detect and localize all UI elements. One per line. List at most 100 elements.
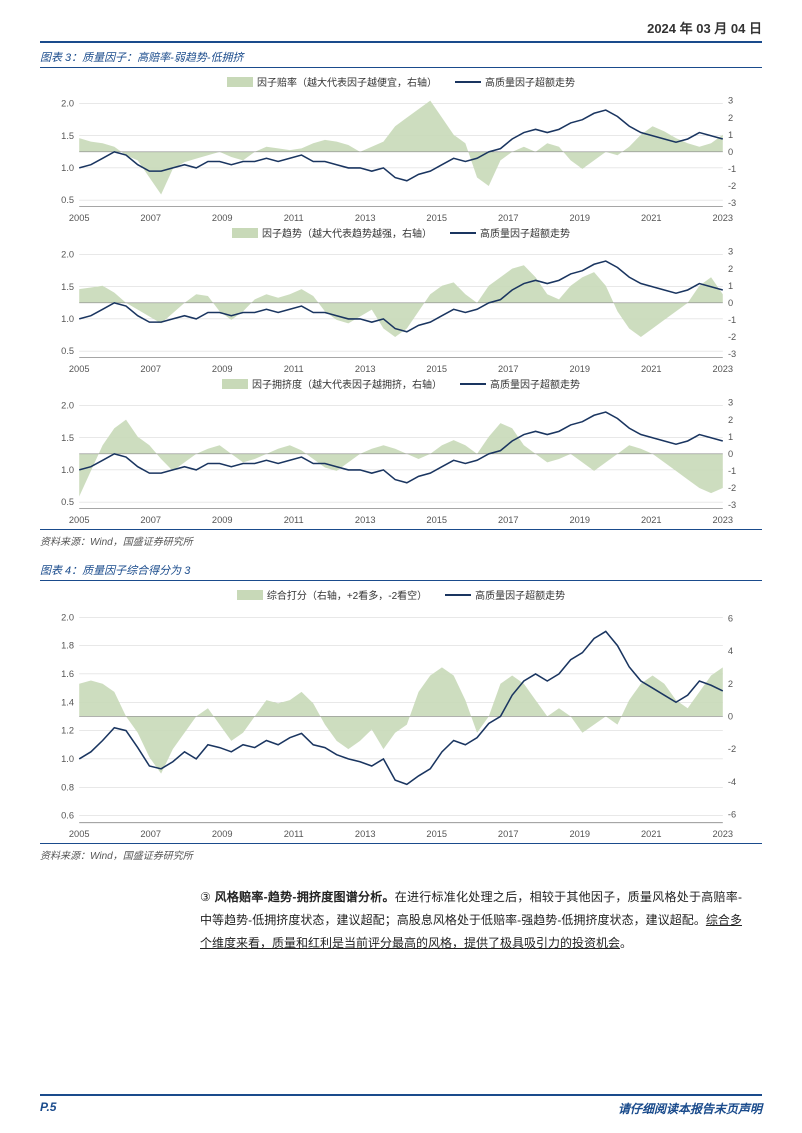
- svg-text:2023: 2023: [712, 213, 733, 223]
- svg-text:2019: 2019: [569, 829, 590, 839]
- svg-text:0.5: 0.5: [61, 195, 74, 205]
- chart-3-title: 图表 3：质量因子：高赔率-弱趋势-低拥挤: [40, 49, 244, 65]
- svg-text:0: 0: [728, 147, 733, 157]
- svg-text:2015: 2015: [426, 515, 447, 525]
- svg-text:2.0: 2.0: [61, 250, 74, 260]
- svg-text:2.0: 2.0: [61, 401, 74, 411]
- svg-text:-1: -1: [728, 466, 736, 476]
- svg-text:2023: 2023: [712, 364, 733, 374]
- svg-text:2011: 2011: [284, 515, 304, 525]
- svg-text:2011: 2011: [284, 364, 304, 374]
- svg-text:2017: 2017: [498, 829, 519, 839]
- svg-text:-3: -3: [728, 349, 736, 359]
- svg-text:2021: 2021: [641, 213, 662, 223]
- svg-text:0: 0: [728, 298, 733, 308]
- chart-3-panel-1: 0.51.01.52.0-3-2-10123200520072009201120…: [40, 242, 762, 376]
- svg-text:1.0: 1.0: [61, 465, 74, 475]
- chart-4-source: 资料来源：Wind，国盛证券研究所: [40, 847, 762, 862]
- chart-4-legend: 综合打分（右轴，+2看多，-2看空）高质量因子超额走势: [40, 587, 762, 602]
- svg-text:2011: 2011: [284, 213, 304, 223]
- header-rule: [40, 41, 762, 43]
- svg-text:1.4: 1.4: [61, 698, 74, 708]
- svg-text:0.8: 0.8: [61, 783, 74, 793]
- svg-text:6: 6: [728, 614, 733, 624]
- svg-text:-2: -2: [728, 483, 736, 493]
- chart-3-legend-1: 因子趋势（越大代表趋势越强，右轴）高质量因子超额走势: [40, 225, 762, 240]
- svg-text:2005: 2005: [69, 829, 90, 839]
- chart-4-section: 图表 4：质量因子综合得分为 3 综合打分（右轴，+2看多，-2看空）高质量因子…: [40, 562, 762, 862]
- chart-4-title: 图表 4：质量因子综合得分为 3: [40, 562, 190, 578]
- svg-text:2009: 2009: [212, 829, 233, 839]
- svg-text:2017: 2017: [498, 213, 519, 223]
- svg-text:1.2: 1.2: [61, 726, 74, 736]
- svg-text:3: 3: [728, 247, 733, 257]
- footer-disclaimer: 请仔细阅读本报告末页声明: [618, 1100, 762, 1117]
- svg-text:2015: 2015: [426, 213, 447, 223]
- svg-text:1.0: 1.0: [61, 314, 74, 324]
- para-prefix: ③: [200, 890, 215, 904]
- svg-text:1.5: 1.5: [61, 433, 74, 443]
- footer-page-num: P.5: [40, 1100, 56, 1117]
- svg-text:2015: 2015: [426, 829, 447, 839]
- svg-text:1: 1: [728, 432, 733, 442]
- svg-text:1.5: 1.5: [61, 282, 74, 292]
- svg-text:0: 0: [728, 449, 733, 459]
- chart-3-section: 图表 3：质量因子：高赔率-弱趋势-低拥挤 因子赔率（越大代表因子越便宜，右轴）…: [40, 49, 762, 548]
- svg-text:-2: -2: [728, 181, 736, 191]
- chart-3-panel-2: 0.51.01.52.0-3-2-10123200520072009201120…: [40, 393, 762, 527]
- svg-text:2005: 2005: [69, 364, 90, 374]
- svg-text:2.0: 2.0: [61, 613, 74, 623]
- svg-text:2: 2: [728, 264, 733, 274]
- svg-text:2023: 2023: [712, 829, 733, 839]
- svg-text:2011: 2011: [284, 829, 304, 839]
- svg-text:2: 2: [728, 113, 733, 123]
- para-title: 风格赔率-趋势-拥挤度图谱分析。: [215, 890, 395, 904]
- svg-text:2: 2: [728, 679, 733, 689]
- svg-text:0.5: 0.5: [61, 346, 74, 356]
- chart-3-body: 因子赔率（越大代表因子越便宜，右轴）高质量因子超额走势 0.5 1.0 1.5 2.0 -…: [40, 68, 762, 530]
- svg-text:2013: 2013: [355, 829, 376, 839]
- svg-text:1: 1: [728, 130, 733, 140]
- svg-text:-3: -3: [728, 500, 736, 510]
- svg-text:-3: -3: [728, 198, 736, 208]
- footer: P.5 请仔细阅读本报告末页声明: [40, 1094, 762, 1117]
- svg-text:2017: 2017: [498, 364, 519, 374]
- chart-3-panel-0: 0.51.01.52.0-3-2-10123200520072009201120…: [40, 91, 762, 225]
- svg-text:3: 3: [728, 398, 733, 408]
- para-text2: 。: [620, 936, 632, 950]
- page-date: 2024 年 03 月 04 日: [0, 0, 802, 41]
- chart-4-panel: 0.60.81.01.21.41.61.82.0-6-4-20246200520…: [40, 604, 762, 841]
- svg-text:-2: -2: [728, 744, 736, 754]
- svg-text:2019: 2019: [569, 213, 590, 223]
- chart-3-source: 资料来源：Wind，国盛证券研究所: [40, 533, 762, 548]
- svg-text:0.6: 0.6: [61, 811, 74, 821]
- svg-text:2021: 2021: [641, 829, 662, 839]
- svg-text:2013: 2013: [355, 213, 376, 223]
- svg-text:2019: 2019: [569, 515, 590, 525]
- svg-text:-1: -1: [728, 164, 736, 174]
- chart-3-legend-2: 因子拥挤度（越大代表因子越拥挤，右轴）高质量因子超额走势: [40, 376, 762, 391]
- svg-text:2005: 2005: [69, 515, 90, 525]
- svg-text:2013: 2013: [355, 364, 376, 374]
- analysis-paragraph: ③ 风格赔率-趋势-拥挤度图谱分析。在进行标准化处理之后，相较于其他因子，质量风…: [200, 886, 742, 954]
- chart-4-body: 综合打分（右轴，+2看多，-2看空）高质量因子超额走势0.60.81.01.21…: [40, 581, 762, 844]
- svg-text:1.5: 1.5: [61, 131, 74, 141]
- svg-text:0.5: 0.5: [61, 497, 74, 507]
- svg-text:2.0: 2.0: [61, 99, 74, 109]
- svg-text:2: 2: [728, 415, 733, 425]
- svg-text:2017: 2017: [498, 515, 519, 525]
- svg-text:2015: 2015: [426, 364, 447, 374]
- svg-text:0: 0: [728, 712, 733, 722]
- svg-text:2005: 2005: [69, 213, 90, 223]
- chart-3-legend-0: 因子赔率（越大代表因子越便宜，右轴）高质量因子超额走势: [40, 74, 762, 89]
- svg-text:-2: -2: [728, 332, 736, 342]
- svg-text:2021: 2021: [641, 364, 662, 374]
- svg-text:2009: 2009: [212, 364, 233, 374]
- svg-text:2007: 2007: [140, 213, 161, 223]
- svg-text:3: 3: [728, 96, 733, 106]
- svg-text:2021: 2021: [641, 515, 662, 525]
- svg-text:2007: 2007: [140, 364, 161, 374]
- svg-text:2013: 2013: [355, 515, 376, 525]
- svg-text:2023: 2023: [712, 515, 733, 525]
- svg-text:2009: 2009: [212, 213, 233, 223]
